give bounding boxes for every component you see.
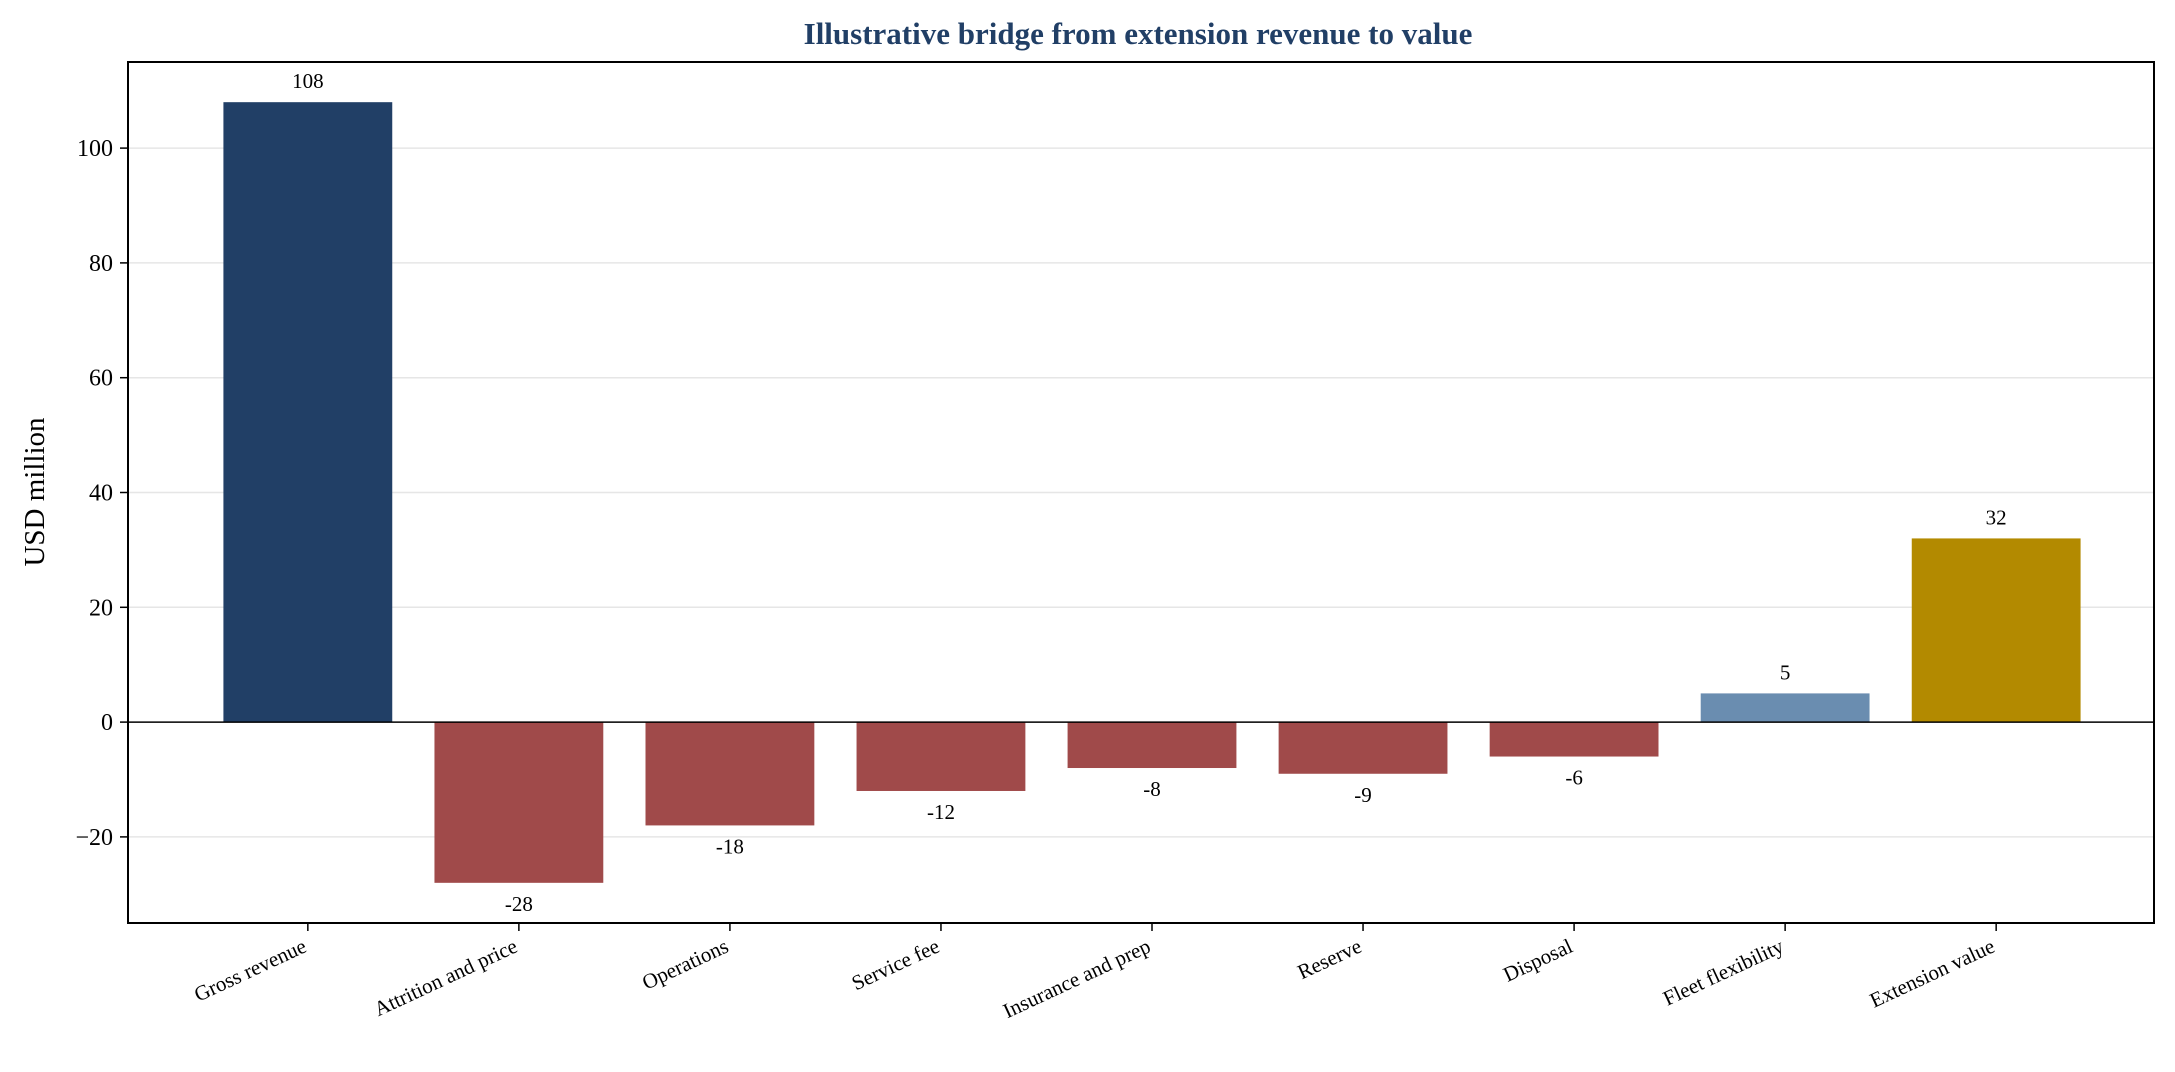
data-label: 32 [1986, 505, 2007, 529]
bar [1278, 722, 1448, 774]
x-tick-label: Insurance and prep [999, 934, 1154, 1023]
y-tick-label: −20 [75, 825, 113, 851]
x-tick-label: Gross revenue [190, 934, 310, 1007]
data-label: -8 [1143, 777, 1161, 801]
y-tick-label: 0 [101, 710, 113, 736]
y-tick-label: 60 [89, 366, 113, 392]
y-tick-label: 20 [89, 595, 113, 621]
chart-title: Illustrative bridge from extension reven… [804, 16, 1473, 51]
x-tick-label: Fleet flexibility [1659, 934, 1787, 1011]
x-tick-label: Reserve [1294, 934, 1365, 984]
data-label: 5 [1780, 660, 1791, 684]
x-tick-label: Operations [638, 934, 732, 995]
x-tick-label: Disposal [1499, 934, 1576, 987]
bars [223, 102, 2081, 883]
grid-lines [128, 147, 2154, 838]
bar [856, 722, 1026, 791]
bar [1911, 538, 2081, 723]
x-tick-label: Extension value [1866, 934, 1998, 1013]
bar [434, 722, 604, 883]
data-labels: 108 -28 -18 -12 -8 -9 -6 5 32 [292, 69, 2007, 916]
y-axis-label: USD million [19, 417, 51, 567]
bar [223, 102, 393, 723]
bar [1489, 722, 1659, 757]
bar [645, 722, 815, 826]
bar [1700, 693, 1870, 723]
data-label: -12 [927, 800, 955, 824]
x-tick-label: Service fee [848, 934, 943, 995]
y-tick-label: 40 [89, 481, 113, 507]
plot-frame [127, 61, 2155, 924]
bar [1067, 722, 1237, 769]
data-label: -28 [505, 892, 533, 916]
data-label: -6 [1565, 766, 1583, 790]
data-label: 108 [292, 69, 324, 93]
data-label: -18 [716, 834, 744, 858]
x-tick-label: Attrition and price [370, 934, 521, 1021]
y-tick-label: 80 [89, 251, 113, 277]
data-label: -9 [1354, 783, 1372, 807]
y-tick-label: 100 [77, 136, 113, 162]
